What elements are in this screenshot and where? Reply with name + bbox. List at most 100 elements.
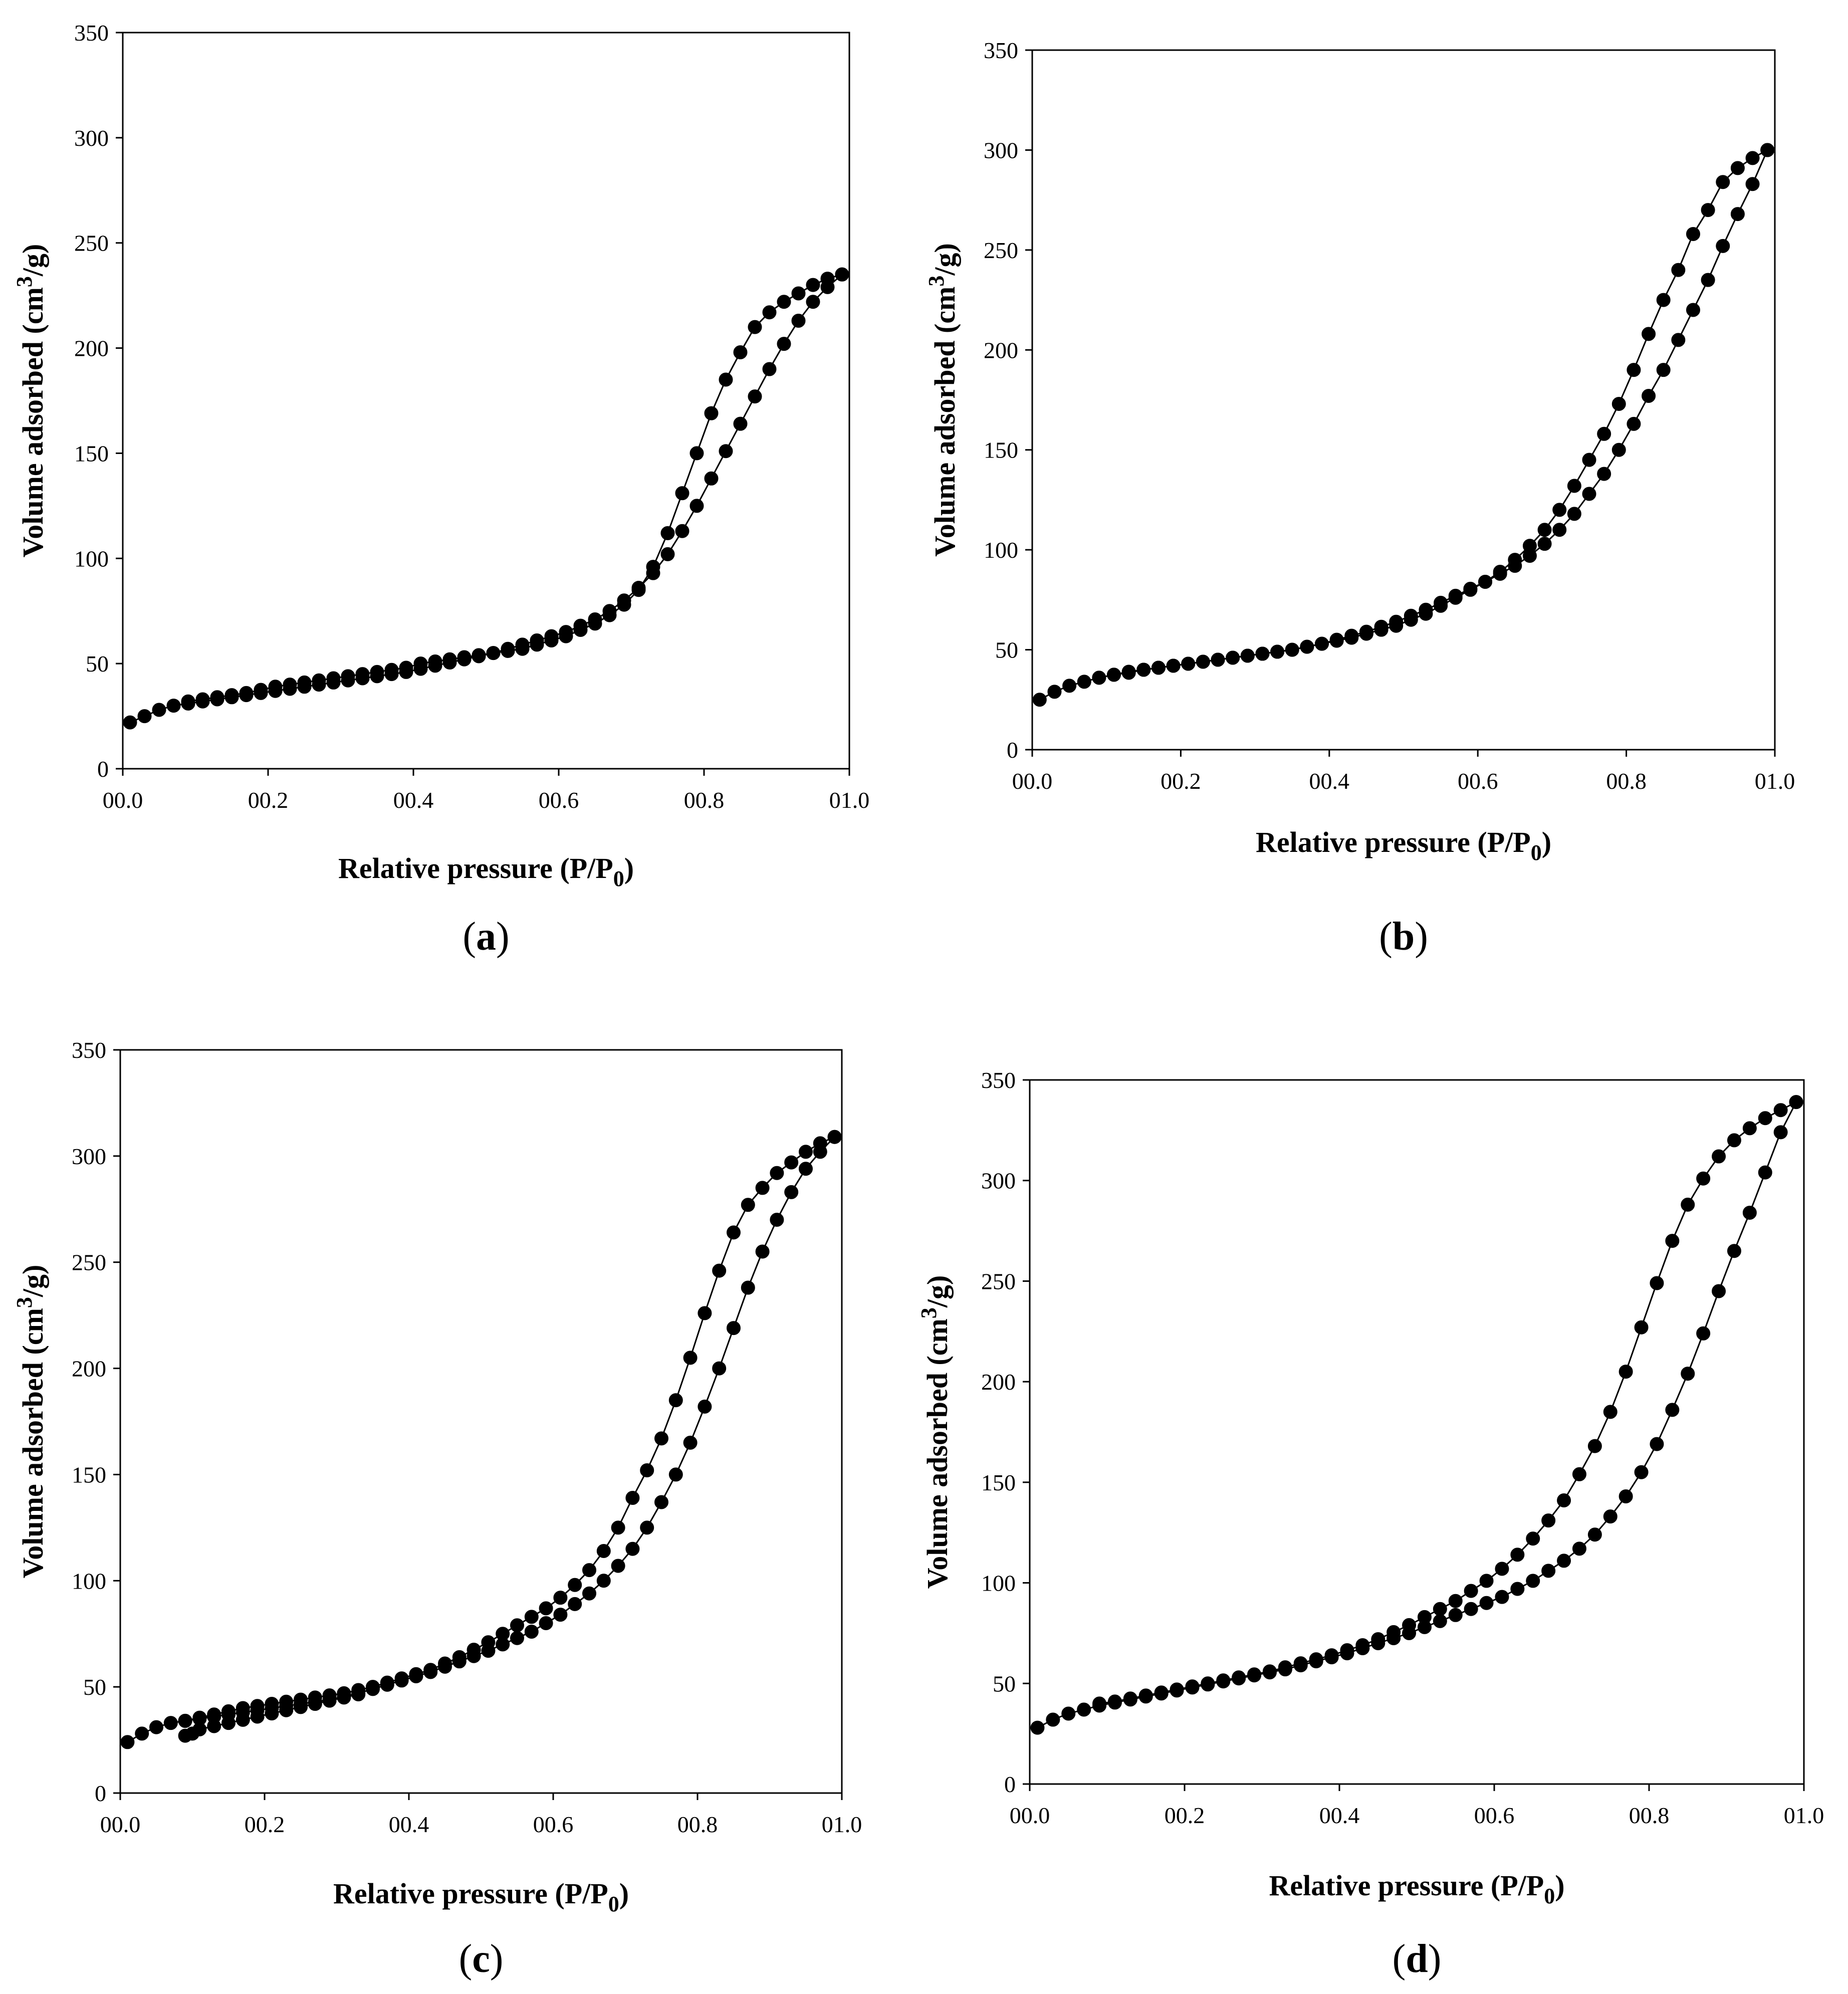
data-point — [1681, 1367, 1695, 1381]
data-point — [457, 650, 472, 664]
series-adsorption — [1032, 143, 1775, 707]
series-adsorption — [1030, 1095, 1803, 1735]
y-tick-label: 100 — [74, 546, 109, 571]
panel-a: 00.0 00.2 00.4 00.6 00.8 01.0 0 50 100 150 200 250 3… — [12, 20, 869, 959]
data-point — [1226, 650, 1240, 665]
data-point — [719, 372, 733, 387]
data-point — [1582, 487, 1596, 501]
y-tick-label: 250 — [984, 238, 1018, 263]
data-point — [1696, 1326, 1711, 1341]
data-point — [351, 1687, 366, 1701]
x-tick-label: 00.0 — [1010, 1803, 1050, 1828]
data-point — [442, 652, 457, 667]
data-point — [472, 648, 486, 662]
data-point — [1329, 633, 1344, 648]
y-tick-label: 300 — [72, 1144, 106, 1169]
y-tick-label: 150 — [72, 1462, 106, 1487]
data-point — [631, 583, 646, 597]
x-tick-label: 00.4 — [1319, 1803, 1360, 1828]
data-point — [279, 1703, 294, 1717]
data-point — [741, 1280, 755, 1295]
data-point — [1619, 1365, 1633, 1379]
data-point — [1123, 1691, 1137, 1706]
data-point — [582, 1586, 596, 1601]
data-point — [617, 597, 631, 612]
x-tick-label: 00.2 — [1161, 768, 1201, 794]
data-point — [835, 267, 849, 282]
data-point — [496, 1627, 510, 1641]
data-point — [1696, 1171, 1711, 1186]
data-point — [1557, 1493, 1571, 1507]
y-tick-label: 300 — [984, 137, 1018, 163]
data-point — [428, 654, 442, 669]
data-point — [1665, 1403, 1680, 1417]
data-point — [646, 560, 660, 574]
data-point — [135, 1726, 149, 1741]
data-point — [1340, 1643, 1354, 1658]
data-point — [1404, 612, 1418, 627]
data-point — [524, 1610, 539, 1624]
data-point — [341, 669, 355, 684]
data-point — [1742, 1205, 1757, 1220]
data-point — [1510, 1582, 1525, 1596]
data-point — [1727, 1133, 1741, 1148]
data-point — [1627, 416, 1641, 431]
data-point — [1642, 327, 1656, 341]
data-point — [640, 1520, 654, 1535]
data-point — [1211, 652, 1225, 667]
data-point — [1417, 1610, 1432, 1624]
x-tick-label: 00.8 — [684, 787, 725, 813]
x-tick-label: 00.6 — [1458, 768, 1498, 794]
data-point — [733, 416, 748, 431]
plot-frame — [122, 32, 850, 770]
data-point — [1773, 1103, 1788, 1118]
data-point — [1255, 646, 1270, 661]
panel-c: 00.0 00.2 00.4 00.6 00.8 01.0 0 50 100 150 200 250 3… — [12, 1037, 862, 1981]
data-point — [452, 1650, 467, 1664]
data-point — [1619, 1489, 1633, 1503]
series-desorption — [181, 267, 849, 709]
data-point — [741, 1198, 755, 1212]
data-point — [423, 1663, 438, 1677]
data-point — [1656, 293, 1671, 307]
data-point — [1665, 1234, 1680, 1248]
data-point — [553, 1608, 568, 1622]
data-point — [1493, 565, 1507, 579]
data-point — [1634, 1465, 1649, 1479]
data-point — [1046, 1712, 1060, 1727]
data-point — [524, 1624, 539, 1639]
y-tick-label: 100 — [72, 1568, 106, 1594]
data-point — [1603, 1405, 1618, 1419]
x-tick-label: 01.0 — [829, 787, 870, 813]
data-point — [207, 1719, 221, 1733]
data-point — [149, 1720, 163, 1734]
data-point — [1716, 175, 1730, 189]
data-point — [501, 643, 515, 658]
data-point — [1541, 1564, 1556, 1578]
series-line — [129, 274, 843, 724]
data-point — [1247, 1667, 1262, 1682]
plot-frame — [119, 1049, 843, 1794]
data-point — [1062, 679, 1077, 693]
data-point — [755, 1181, 770, 1195]
data-point — [1464, 1584, 1478, 1598]
data-point — [384, 662, 399, 677]
data-point — [166, 699, 181, 713]
y-tick-label: 100 — [984, 537, 1018, 563]
data-point — [1572, 1541, 1586, 1556]
data-point — [806, 295, 820, 309]
data-point — [1681, 1197, 1695, 1212]
y-tick-label: 350 — [72, 1037, 106, 1063]
data-point — [1730, 161, 1745, 175]
data-point — [1495, 1562, 1509, 1576]
data-point — [733, 345, 748, 359]
data-point — [268, 680, 283, 694]
data-point — [1650, 1437, 1664, 1451]
data-point — [539, 1601, 553, 1616]
data-point — [1597, 426, 1611, 441]
x-tick-label: 00.8 — [1629, 1803, 1670, 1828]
data-point — [559, 629, 573, 643]
x-tick-label: 00.0 — [103, 787, 143, 813]
data-point — [1495, 1590, 1509, 1604]
x-tick-label: 00.2 — [1165, 1803, 1205, 1828]
